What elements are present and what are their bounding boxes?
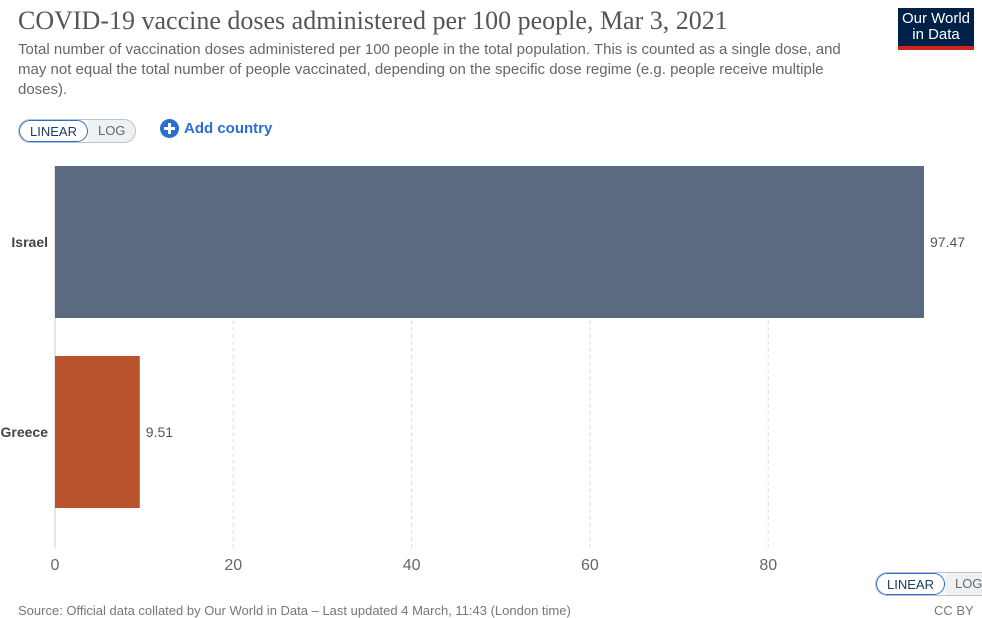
add-country-button[interactable]: Add country — [160, 119, 272, 138]
category-label: Greece — [1, 424, 49, 440]
linear-scale-button-bottom[interactable]: LINEAR — [876, 573, 945, 595]
scale-toggle-top: LINEAR LOG — [18, 119, 137, 143]
x-tick-label: 0 — [51, 557, 60, 574]
scale-toggle-bottom: LINEAR LOG — [875, 572, 982, 596]
value-label: 97.47 — [930, 234, 965, 250]
bar-israel — [55, 166, 924, 318]
linear-scale-button[interactable]: LINEAR — [19, 120, 88, 142]
bar-greece — [55, 356, 140, 508]
license-label[interactable]: CC BY — [934, 603, 974, 618]
source-note: Source: Official data collated by Our Wo… — [18, 603, 571, 618]
chart-title: COVID-19 vaccine doses administered per … — [18, 6, 728, 35]
owid-logo[interactable]: Our World in Data — [898, 8, 974, 50]
log-scale-button[interactable]: LOG — [87, 120, 136, 142]
log-scale-button-bottom[interactable]: LOG — [944, 573, 982, 595]
logo-line-1: Our World — [901, 10, 971, 27]
plus-circle-icon — [160, 119, 179, 138]
x-tick-label: 40 — [403, 557, 421, 574]
value-label: 9.51 — [146, 424, 173, 440]
add-country-label: Add country — [184, 120, 273, 137]
bar-chart: 0 20 40 60 80 Israel 97.47 Greece 9.51 — [1, 166, 965, 574]
category-label: Israel — [11, 234, 48, 250]
x-tick-label: 80 — [759, 557, 777, 574]
chart-subtitle: Total number of vaccination doses admini… — [18, 41, 841, 98]
logo-line-2: in Data — [912, 26, 960, 43]
x-tick-label: 60 — [581, 557, 599, 574]
x-tick-label: 20 — [224, 557, 242, 574]
